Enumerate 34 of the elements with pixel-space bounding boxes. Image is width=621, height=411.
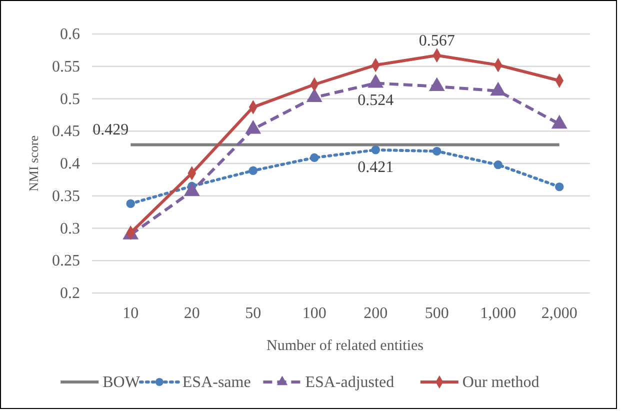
point <box>310 153 319 162</box>
point <box>555 182 564 192</box>
y-tick-label: 0.55 <box>52 58 80 76</box>
x-tick-label: 500 <box>424 305 449 322</box>
x-tick-label: 200 <box>364 305 388 322</box>
y-tick-label: 0.3 <box>60 220 80 238</box>
x-axis-title: Number of related entities <box>266 338 424 354</box>
legend-label: Our method <box>462 374 540 391</box>
data-label: 0.429 <box>92 122 129 139</box>
x-tick-label: 100 <box>302 305 326 322</box>
y-tick-label: 0.6 <box>60 26 80 43</box>
point <box>371 146 380 154</box>
x-tick-label: 2,000 <box>541 305 578 322</box>
x-tick-label: 10 <box>122 305 139 322</box>
y-tick-label: 0.2 <box>60 285 80 302</box>
y-axis-title: NMI score <box>26 135 41 192</box>
data-label: 0.421 <box>358 158 394 176</box>
y-tick-label: 0.4 <box>60 156 80 172</box>
x-tick-label: 1,000 <box>480 305 516 322</box>
data-label: 0.567 <box>418 32 455 50</box>
y-tick-label: 0.35 <box>52 188 80 205</box>
point <box>494 160 502 170</box>
x-tick-label: 20 <box>184 305 200 322</box>
legend-label: BOW <box>102 374 141 391</box>
y-tick-label: 0.45 <box>52 123 80 140</box>
legend-label: ESA-adjusted <box>305 374 394 391</box>
x-tick-label: 50 <box>245 305 262 322</box>
data-label: 0.524 <box>358 92 394 110</box>
y-tick-label: 0.25 <box>52 252 80 270</box>
point <box>126 199 135 208</box>
legend-label: ESA-same <box>182 374 251 391</box>
point <box>248 166 258 175</box>
y-tick-label: 0.5 <box>60 90 80 108</box>
point <box>432 146 442 156</box>
